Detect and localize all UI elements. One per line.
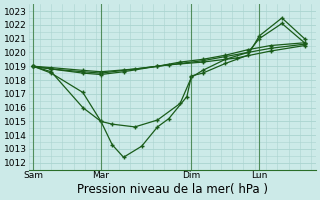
X-axis label: Pression niveau de la mer( hPa ): Pression niveau de la mer( hPa ): [77, 183, 268, 196]
